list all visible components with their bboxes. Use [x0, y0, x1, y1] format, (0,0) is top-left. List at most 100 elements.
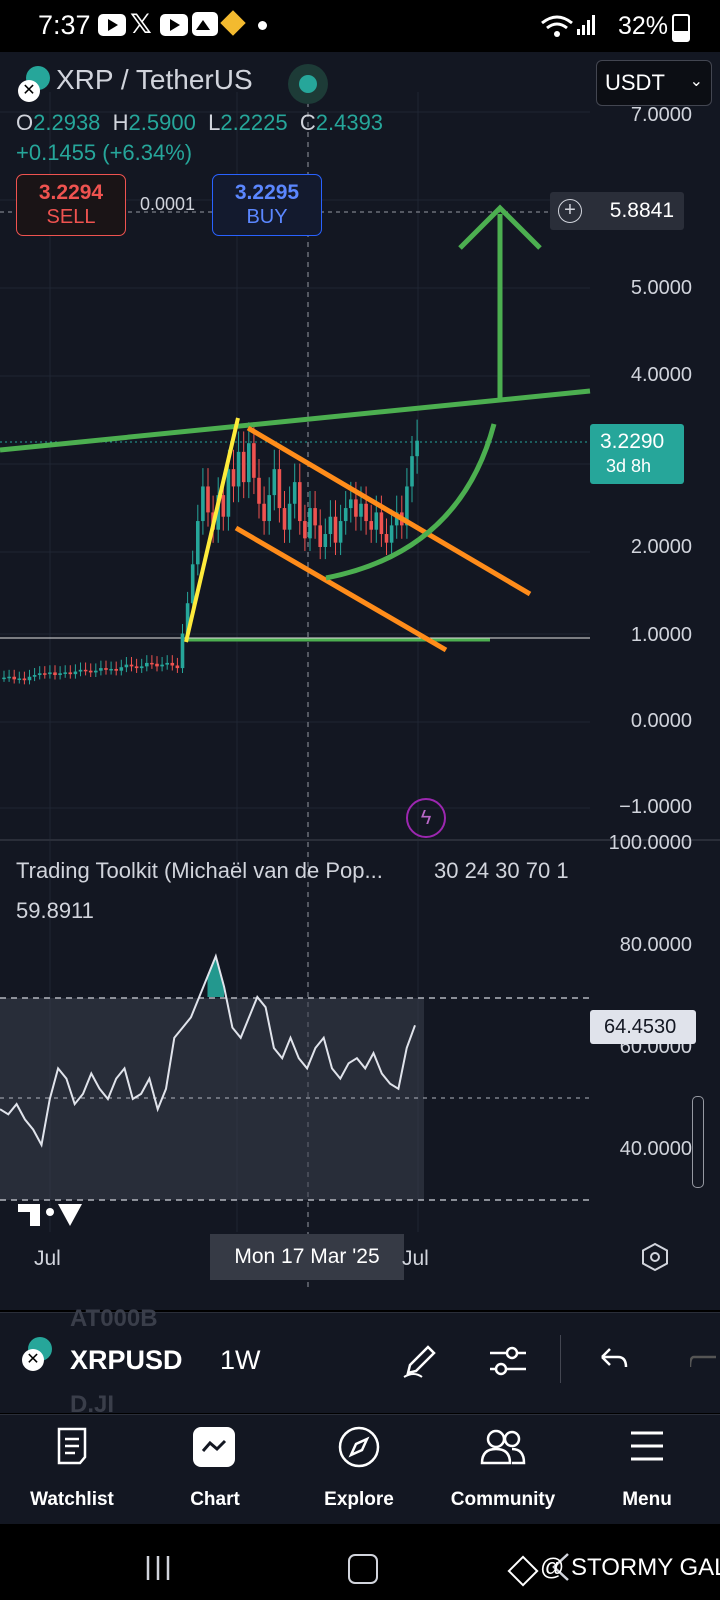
nav-community-label: Community [450, 1489, 556, 1510]
pencil-icon[interactable] [400, 1341, 440, 1381]
candle-body [318, 525, 322, 547]
candle-body [257, 477, 261, 504]
chart-toolbar: AT000B D.JI ✕ XRPUSD 1W [0, 1305, 720, 1418]
nav-watchlist-label: Watchlist [30, 1489, 114, 1510]
chart-canvas[interactable] [0, 52, 720, 1310]
current-price-value: 3.2290 [600, 430, 665, 453]
candle-body [252, 443, 256, 478]
battery-percent: 32% [617, 12, 668, 40]
candle-body [389, 525, 394, 543]
candle-body [150, 662, 154, 665]
crosshair-date-tag: Mon 17 Mar '25 [210, 1234, 404, 1280]
ohlc-l-label: L [208, 110, 221, 135]
chevron-down-icon: ⌄ [689, 73, 703, 90]
chart-panel[interactable]: ✕ XRP / TetherUS USDT ⌄ O2.2938 H2.5900 … [0, 52, 720, 1310]
drawing-channel-bottom [234, 525, 448, 653]
candle-body [27, 676, 32, 681]
add-alert-icon[interactable]: + [558, 199, 582, 223]
currency-select[interactable]: USDT ⌄ [596, 60, 712, 106]
candle-body [247, 443, 251, 483]
candle-body [68, 672, 73, 675]
candle-body [53, 672, 57, 676]
alert-price-tag[interactable]: + 5.8841 [550, 192, 684, 230]
x-icon: 𝕏 [130, 9, 152, 39]
scroll-handle[interactable] [692, 1096, 704, 1188]
candle-body [262, 503, 266, 522]
candle-body [394, 512, 399, 526]
candle-body [124, 664, 129, 668]
candle-body [170, 662, 175, 666]
candle-body [236, 451, 241, 487]
gallery-icon [192, 12, 218, 36]
indicator-settings-icon[interactable] [488, 1343, 528, 1379]
candle-body [165, 662, 169, 665]
drawing-cup-curve [325, 423, 497, 581]
close-symbol-icon[interactable]: ✕ [18, 80, 40, 102]
candle-body [37, 673, 42, 676]
candle-body [338, 521, 343, 543]
ohlc-open: 2.2938 [33, 110, 101, 135]
rsi-band [0, 998, 424, 1200]
toolbar-symbol[interactable]: XRPUSD [70, 1345, 183, 1375]
candle-body [298, 482, 302, 522]
chart-icon [193, 1427, 235, 1467]
candle-body [231, 469, 236, 487]
buy-button[interactable]: 3.2295 BUY [212, 174, 322, 236]
candle-body [83, 669, 88, 672]
drawing-target-arrowhead [458, 204, 542, 250]
indicator-params: 30 24 30 70 1 [434, 858, 569, 883]
candle-body [63, 672, 67, 674]
bottom-navigation: Watchlist Chart Explore Community Menu [0, 1414, 720, 1525]
candle-body [175, 665, 180, 669]
candle-body [119, 667, 124, 671]
undo-icon[interactable] [598, 1345, 630, 1373]
community-icon [480, 1429, 526, 1465]
home-icon[interactable] [348, 1554, 378, 1584]
recent-apps-icon[interactable] [144, 1554, 174, 1582]
candle-body [48, 672, 52, 675]
ohlc-high: 2.5900 [128, 110, 196, 135]
spread-value: 0.0001 [140, 194, 196, 214]
indicator-current-tag: 64.4530 [590, 1010, 696, 1044]
ohlc-low: 2.2225 [220, 110, 288, 135]
symbol-title[interactable]: XRP / TetherUS [56, 64, 253, 95]
ghost-symbol-bottom: D.JI [70, 1391, 115, 1418]
current-price-tag: 3.2290 3d 8h [590, 424, 684, 484]
alert-price-value: 5.8841 [609, 199, 674, 222]
candle-body [354, 499, 358, 517]
redo-icon[interactable] [690, 1345, 720, 1373]
more-notifications-icon [258, 21, 267, 30]
sell-label: SELL [46, 206, 96, 228]
sell-button[interactable]: 3.2294 SELL [16, 174, 126, 236]
interval-button[interactable]: 1W [220, 1345, 261, 1375]
candle-body [221, 495, 226, 517]
buy-label: BUY [246, 206, 288, 228]
indicator-axis-label: 80.0000 [619, 934, 692, 956]
tradingview-logo-icon [18, 1200, 82, 1230]
candle-body [303, 521, 307, 539]
menu-icon [631, 1431, 663, 1461]
close-symbol-icon[interactable]: ✕ [22, 1349, 44, 1371]
candle-body [328, 516, 333, 535]
system-navigation: @ STORMY GAL [0, 1524, 720, 1600]
candle-body [155, 663, 159, 667]
candle-body [139, 666, 144, 669]
bar-countdown: 3d 8h [606, 456, 652, 476]
indicator-name[interactable]: Trading Toolkit (Michaël van de Pop... [16, 858, 383, 883]
nav-menu-label: Menu [622, 1489, 672, 1510]
youtube-icon [98, 14, 126, 36]
settings-hex-icon[interactable] [640, 1242, 670, 1272]
lightning-icon[interactable]: ϟ [406, 798, 446, 838]
candle-body [287, 503, 292, 530]
candle-body [267, 495, 271, 522]
back-icon[interactable] [550, 1552, 572, 1582]
binance-icon [220, 10, 246, 36]
drawing-resistance-line [0, 388, 591, 453]
candle-body [369, 521, 373, 530]
candle-body [415, 440, 419, 457]
price-axis-label: 1.0000 [630, 624, 692, 646]
ohlc-change: +0.1455 (+6.34%) [16, 140, 193, 165]
candle-body [160, 664, 164, 667]
candle-body [410, 456, 414, 487]
ohlc-h-label: H [112, 110, 129, 135]
